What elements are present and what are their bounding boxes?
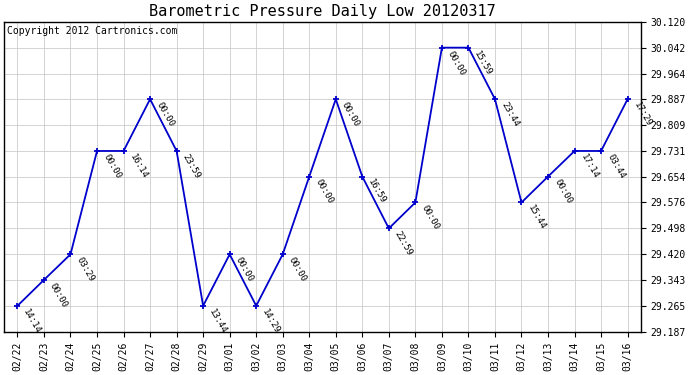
Text: 00:00: 00:00 [340,100,361,128]
Text: 00:00: 00:00 [552,178,573,206]
Title: Barometric Pressure Daily Low 20120317: Barometric Pressure Daily Low 20120317 [149,4,496,19]
Text: 03:29: 03:29 [75,256,96,284]
Text: 16:14: 16:14 [128,152,149,180]
Text: 23:44: 23:44 [499,100,520,128]
Text: 22:59: 22:59 [393,230,414,258]
Text: 16:59: 16:59 [366,178,388,206]
Text: 00:00: 00:00 [48,281,70,309]
Text: 14:14: 14:14 [21,307,43,335]
Text: 03:44: 03:44 [605,152,627,180]
Text: 00:00: 00:00 [234,256,255,284]
Text: 13:44: 13:44 [207,307,228,335]
Text: Copyright 2012 Cartronics.com: Copyright 2012 Cartronics.com [8,26,178,36]
Text: 00:00: 00:00 [420,204,441,232]
Text: 17:29: 17:29 [632,100,653,128]
Text: 23:59: 23:59 [181,152,202,180]
Text: 00:00: 00:00 [155,100,175,128]
Text: 15:59: 15:59 [473,49,494,77]
Text: 00:00: 00:00 [313,178,335,206]
Text: 00:00: 00:00 [101,152,122,180]
Text: 00:00: 00:00 [446,49,467,77]
Text: 15:44: 15:44 [526,204,547,232]
Text: 00:00: 00:00 [287,256,308,284]
Text: 17:14: 17:14 [579,152,600,180]
Text: 14:29: 14:29 [260,307,282,335]
